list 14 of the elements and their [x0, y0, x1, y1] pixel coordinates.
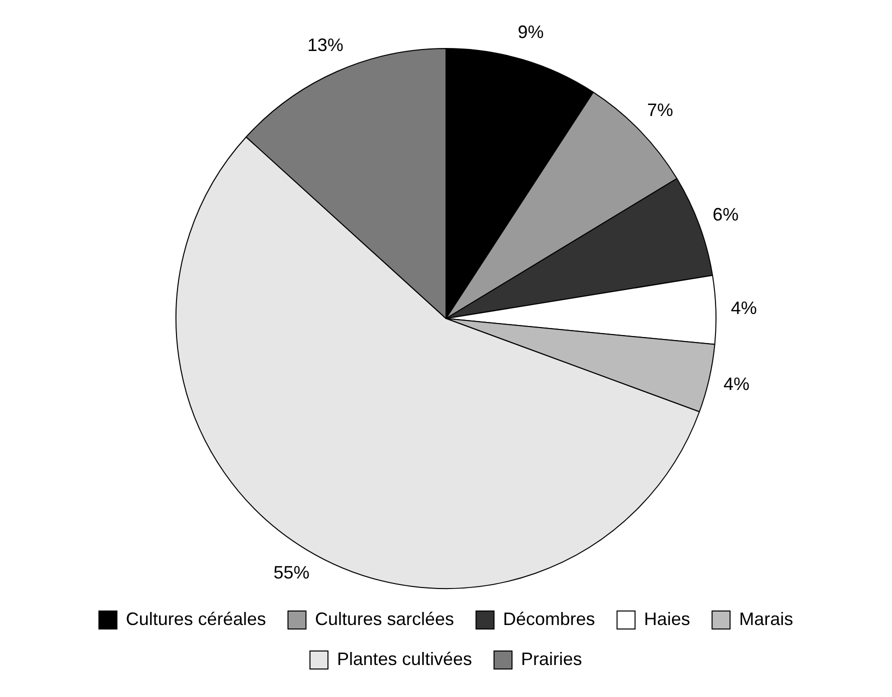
legend-label: Décombres [503, 608, 596, 629]
legend-label: Plantes cultivées [336, 648, 472, 669]
data-label: 13% [307, 34, 344, 55]
legend-label: Prairies [521, 648, 582, 669]
data-label: 7% [647, 100, 674, 120]
legend-label: Cultures sarclées [314, 608, 454, 629]
legend-label: Haies [644, 608, 690, 629]
data-label: 9% [518, 22, 544, 42]
legend-label: Cultures céréales [126, 608, 266, 629]
data-label: 55% [274, 562, 310, 582]
legend-label: Marais [739, 608, 794, 629]
data-label: 4% [730, 298, 757, 318]
data-label: 4% [724, 374, 750, 394]
data-label: 6% [712, 204, 739, 225]
